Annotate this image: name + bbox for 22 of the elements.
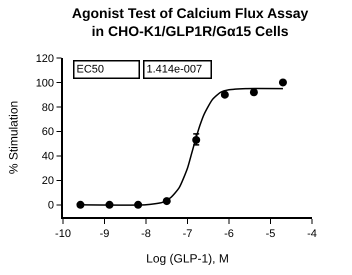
x-tick-label: -6 <box>224 228 234 240</box>
point <box>278 78 287 86</box>
y-tick-label: 20 <box>42 175 54 188</box>
point <box>220 90 229 99</box>
chart-title: Agonist Test of Calcium Flux Assay in CHO-K1/GLP1R/Gα15 Cells <box>72 4 309 40</box>
x-tick-label: -7 <box>182 228 192 240</box>
x-tick-label: -4 <box>307 228 317 240</box>
x-tick-label: -10 <box>55 228 71 240</box>
y-tick-label: 120 <box>36 52 54 65</box>
point <box>250 88 258 96</box>
y-axis-title: % Stimulation <box>6 100 20 174</box>
y-tick-label: 60 <box>42 126 54 138</box>
x-tick-label: -5 <box>266 228 276 240</box>
y-tick-label: 0 <box>48 200 54 212</box>
x-tick-label: -9 <box>100 228 110 240</box>
y-tick-label: 80 <box>42 102 54 114</box>
y-tick-label: 100 <box>36 77 54 90</box>
x-tick-label: -8 <box>141 228 151 240</box>
y-tick-label: 40 <box>42 150 54 163</box>
x-axis-title: Log (GLP-1), M <box>146 251 229 266</box>
annotation: EC50 <box>76 64 104 76</box>
annotation: 1.414e-007 <box>146 64 202 76</box>
